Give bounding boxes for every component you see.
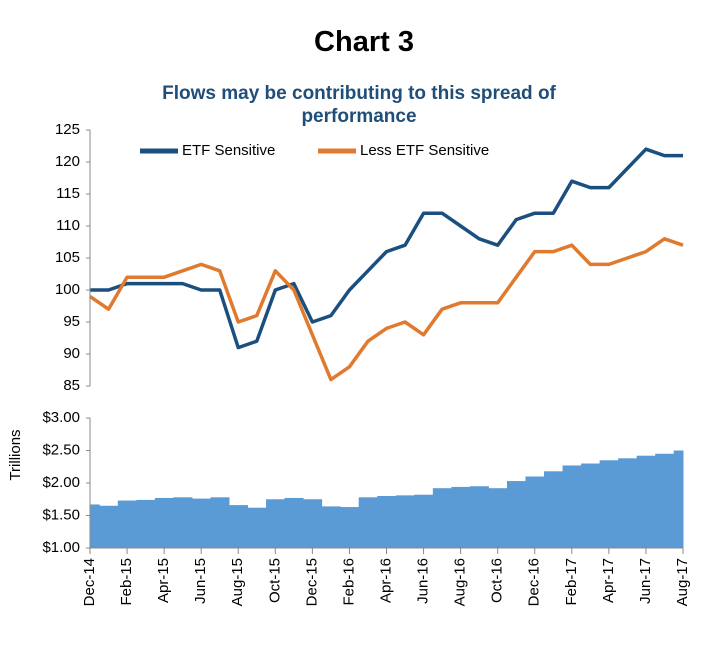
x-tick-label: Aug-16 bbox=[452, 558, 469, 606]
y-tick-label: 85 bbox=[63, 377, 80, 394]
area-step bbox=[636, 455, 656, 548]
area-step bbox=[191, 498, 211, 548]
area-step bbox=[247, 507, 267, 548]
area-step bbox=[432, 488, 452, 548]
area-step bbox=[562, 465, 582, 548]
area-step bbox=[136, 499, 156, 548]
y-tick-label: 125 bbox=[55, 121, 80, 138]
area-step bbox=[525, 476, 545, 548]
area-step bbox=[228, 505, 249, 548]
x-tick-label: Dec-16 bbox=[526, 558, 543, 606]
y-tick-label: $3.00 bbox=[42, 409, 80, 426]
y-tick-label: $1.50 bbox=[42, 506, 80, 523]
x-tick-label: Jun-16 bbox=[415, 558, 432, 604]
area-step bbox=[266, 499, 286, 548]
area-step bbox=[506, 481, 526, 548]
x-tick-label: Apr-16 bbox=[377, 558, 394, 603]
area-step bbox=[544, 471, 564, 548]
x-tick-label: Dec-15 bbox=[303, 558, 320, 606]
area-step bbox=[90, 504, 100, 548]
line bbox=[89, 237, 684, 382]
area-step bbox=[154, 497, 174, 548]
x-tick-label: Jun-17 bbox=[637, 558, 654, 604]
y-tick-label: 90 bbox=[63, 345, 80, 362]
line bbox=[90, 147, 683, 350]
area-step bbox=[377, 496, 397, 548]
x-tick-label: Apr-15 bbox=[155, 558, 172, 603]
x-tick-label: Oct-15 bbox=[266, 558, 283, 603]
area-step bbox=[451, 486, 471, 548]
x-tick-label: Feb-15 bbox=[118, 558, 135, 606]
area-step bbox=[284, 497, 304, 548]
area-step bbox=[99, 505, 119, 548]
x-tick-label: Jun-15 bbox=[192, 558, 209, 604]
y-axis-label: Trillions bbox=[7, 429, 24, 480]
area-step bbox=[340, 507, 360, 548]
y-tick-label: $2.00 bbox=[42, 474, 80, 491]
x-tick-label: Feb-17 bbox=[563, 558, 580, 606]
y-tick-label: $2.50 bbox=[42, 441, 80, 458]
y-tick-label: 105 bbox=[55, 249, 80, 266]
legend-label: Less ETF Sensitive bbox=[360, 142, 489, 159]
area-step bbox=[358, 497, 378, 548]
legend-label: ETF Sensitive bbox=[182, 142, 275, 159]
y-tick-label: 95 bbox=[63, 313, 80, 330]
x-tick-label: Feb-16 bbox=[340, 558, 357, 606]
area-step bbox=[414, 494, 434, 548]
y-tick-label: 120 bbox=[55, 153, 80, 170]
area-step bbox=[117, 500, 137, 548]
area-step bbox=[173, 497, 193, 548]
x-tick-label: Aug-17 bbox=[674, 558, 691, 606]
x-tick-label: Oct-16 bbox=[489, 558, 506, 603]
area-step bbox=[395, 495, 415, 548]
y-tick-label: 115 bbox=[56, 185, 80, 202]
area-step bbox=[210, 497, 230, 548]
x-tick-label: Dec-14 bbox=[81, 558, 98, 606]
x-tick-label: Apr-17 bbox=[600, 558, 617, 603]
area-step bbox=[581, 463, 601, 548]
area-step bbox=[673, 450, 684, 548]
area-step bbox=[488, 488, 508, 548]
x-tick-label: Aug-15 bbox=[229, 558, 246, 606]
area-step bbox=[599, 460, 619, 548]
area-step bbox=[303, 499, 323, 548]
area-step bbox=[321, 506, 341, 548]
y-tick-label: $1.00 bbox=[42, 539, 80, 556]
page-title: Chart 3 bbox=[314, 26, 414, 58]
area-step bbox=[618, 458, 638, 548]
y-tick-label: 110 bbox=[56, 217, 80, 234]
area-step bbox=[469, 486, 489, 548]
y-tick-label: 100 bbox=[55, 281, 80, 298]
area-step bbox=[655, 453, 675, 548]
chart-title: Flows may be contributing to this spread… bbox=[162, 83, 556, 127]
